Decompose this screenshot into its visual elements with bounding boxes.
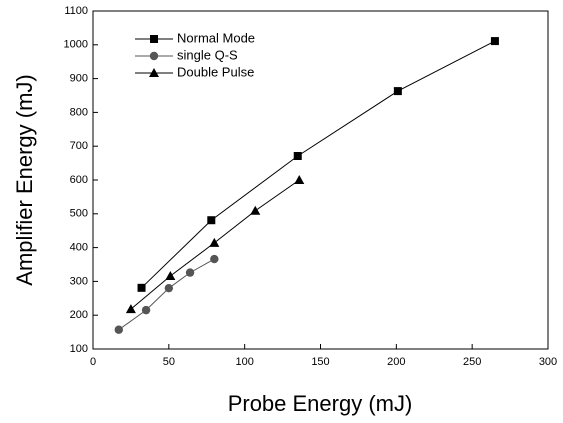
marker [150, 35, 158, 43]
y-tick-label: 600 [70, 174, 88, 186]
x-tick-label: 50 [163, 356, 175, 368]
y-tick-label: 1000 [64, 39, 88, 51]
x-tick-label: 100 [235, 356, 253, 368]
marker [149, 68, 159, 77]
series-line [118, 258, 215, 331]
marker [149, 51, 159, 61]
marker [393, 87, 402, 96]
marker [164, 283, 174, 293]
x-tick-label: 200 [387, 356, 405, 368]
legend-label: single Q-S [177, 47, 238, 62]
y-tick-label: 400 [70, 242, 88, 254]
legend-label: Normal Mode [177, 30, 255, 45]
marker [207, 216, 216, 225]
marker [293, 152, 302, 161]
plot-frame [92, 10, 549, 350]
x-tick-label: 250 [463, 356, 481, 368]
x-tick-label: 0 [90, 356, 96, 368]
y-tick-label: 300 [70, 275, 88, 287]
marker [165, 270, 176, 280]
x-tick-label: 150 [311, 356, 329, 368]
y-axis-label: Amplifier Energy (mJ) [12, 74, 37, 285]
y-tick-label: 500 [70, 208, 88, 220]
y-tick-label: 200 [70, 309, 88, 321]
y-tick-label: 700 [70, 140, 88, 152]
marker [210, 254, 219, 264]
marker [137, 283, 146, 292]
marker [250, 205, 261, 215]
y-tick-label: 900 [70, 73, 88, 85]
marker [209, 237, 220, 247]
x-tick-label: 300 [539, 356, 557, 368]
marker [294, 175, 305, 184]
legend-label: Double Pulse [177, 64, 254, 79]
y-tick-label: 100 [70, 343, 88, 355]
marker [490, 37, 499, 46]
marker [114, 325, 123, 334]
marker [185, 268, 195, 277]
x-axis-label: Probe Energy (mJ) [228, 391, 413, 416]
marker [141, 305, 151, 315]
marker [125, 304, 136, 314]
y-tick-label: 800 [70, 106, 88, 118]
y-tick-label: 1100 [64, 5, 88, 17]
